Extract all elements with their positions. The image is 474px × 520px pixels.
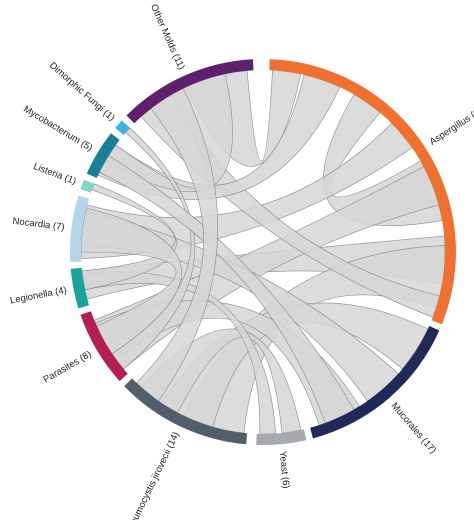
segment-arc-other_molds <box>126 59 254 124</box>
ribbon <box>111 127 196 370</box>
segment-arc-parasites <box>80 311 128 382</box>
segment-label-aspergillus: Aspergillus (38) <box>428 103 474 148</box>
segment-label-parasites: Parasites (8) <box>42 349 94 386</box>
segment-label-listeria: Listeria (1) <box>32 161 78 187</box>
ribbon <box>80 207 182 355</box>
ribbon <box>136 87 219 402</box>
ribbon <box>97 74 341 200</box>
segment-arc-mucorales <box>310 326 440 439</box>
segment-arc-listeria <box>80 179 95 193</box>
segment-label-pneumocystis: Pneumocystis jirovecii (14) <box>123 430 182 520</box>
ribbons-layer <box>80 69 446 435</box>
segment-arc-pneumocystis <box>124 378 248 445</box>
segment-label-other_molds: Other Molds (11) <box>148 3 187 72</box>
ribbon <box>80 122 413 259</box>
segment-arc-nocardia <box>70 195 89 263</box>
segment-arc-legionella <box>70 267 89 309</box>
segment-arc-yeast <box>256 429 307 446</box>
segment-label-mycobacterium: Mycobacterium (5) <box>21 104 94 154</box>
segments-layer <box>70 59 456 446</box>
segment-label-mucorales: Mucorales (17) <box>389 401 439 456</box>
segment-label-nocardia: Nocardia (7) <box>12 216 65 233</box>
segment-label-dimorphic: Dimorphic Fungi (1) <box>47 60 117 124</box>
segment-arc-dimorphic <box>115 120 130 135</box>
segment-label-yeast: Yeast (6) <box>277 451 292 490</box>
segment-arc-mycobacterium <box>86 133 120 178</box>
segment-label-legionella: Legionella (4) <box>9 285 68 307</box>
